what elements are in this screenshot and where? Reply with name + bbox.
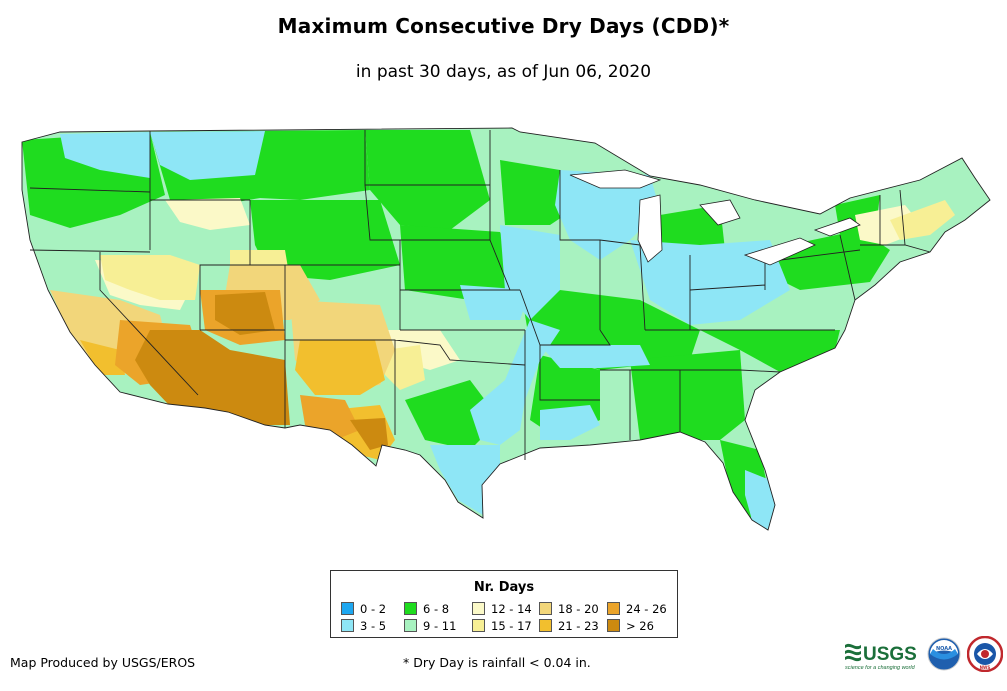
nws-logo: NWS <box>967 636 1003 672</box>
map-subtitle: in past 30 days, as of Jun 06, 2020 <box>355 62 652 82</box>
legend-item-15-17: 15 - 17 <box>472 619 532 633</box>
class-3-5-areas <box>60 131 790 530</box>
legend-item-gt-26: > 26 <box>607 619 654 633</box>
swatch <box>341 619 354 632</box>
legend: Nr. Days 0 - 2 3 - 5 6 - 8 9 - 11 12 - 1… <box>330 570 678 638</box>
legend-item-0-2: 0 - 2 <box>341 602 386 616</box>
usgs-wordmark: USGS <box>863 644 917 665</box>
swatch <box>404 619 417 632</box>
credit-text: Map Produced by USGS/EROS <box>10 655 196 670</box>
legend-item-21-23: 21 - 23 <box>539 619 599 633</box>
agency-logos: USGS science for a changing world NOAA N… <box>843 636 1003 672</box>
swatch <box>539 602 552 615</box>
noaa-logo: NOAA <box>927 637 961 671</box>
swatch <box>404 602 417 615</box>
map-title: Maximum Consecutive Dry Days (CDD)* <box>277 14 730 38</box>
swatch <box>607 602 620 615</box>
great-lakes <box>569 169 861 266</box>
state-boundaries <box>21 127 991 531</box>
cdd-raster <box>22 128 990 530</box>
footnote-text: * Dry Day is rainfall < 0.04 in. <box>403 655 591 670</box>
legend-title: Nr. Days <box>473 580 535 595</box>
legend-item-12-14: 12 - 14 <box>472 602 532 616</box>
nws-wordmark: NWS <box>980 665 991 670</box>
usgs-logo: USGS science for a changing world <box>845 643 917 671</box>
swatch <box>472 619 485 632</box>
legend-item-24-26: 24 - 26 <box>607 602 667 616</box>
class-gt-26-areas <box>135 292 388 450</box>
swatch <box>607 619 620 632</box>
noaa-wordmark: NOAA <box>936 646 952 652</box>
swatch <box>341 602 354 615</box>
conus-cdd-map <box>21 127 991 531</box>
usgs-tagline: science for a changing world <box>845 665 916 671</box>
legend-item-6-8: 6 - 8 <box>404 602 449 616</box>
legend-item-18-20: 18 - 20 <box>539 602 599 616</box>
swatch <box>539 619 552 632</box>
legend-item-9-11: 9 - 11 <box>404 619 456 633</box>
swatch <box>472 602 485 615</box>
legend-item-3-5: 3 - 5 <box>341 619 386 633</box>
